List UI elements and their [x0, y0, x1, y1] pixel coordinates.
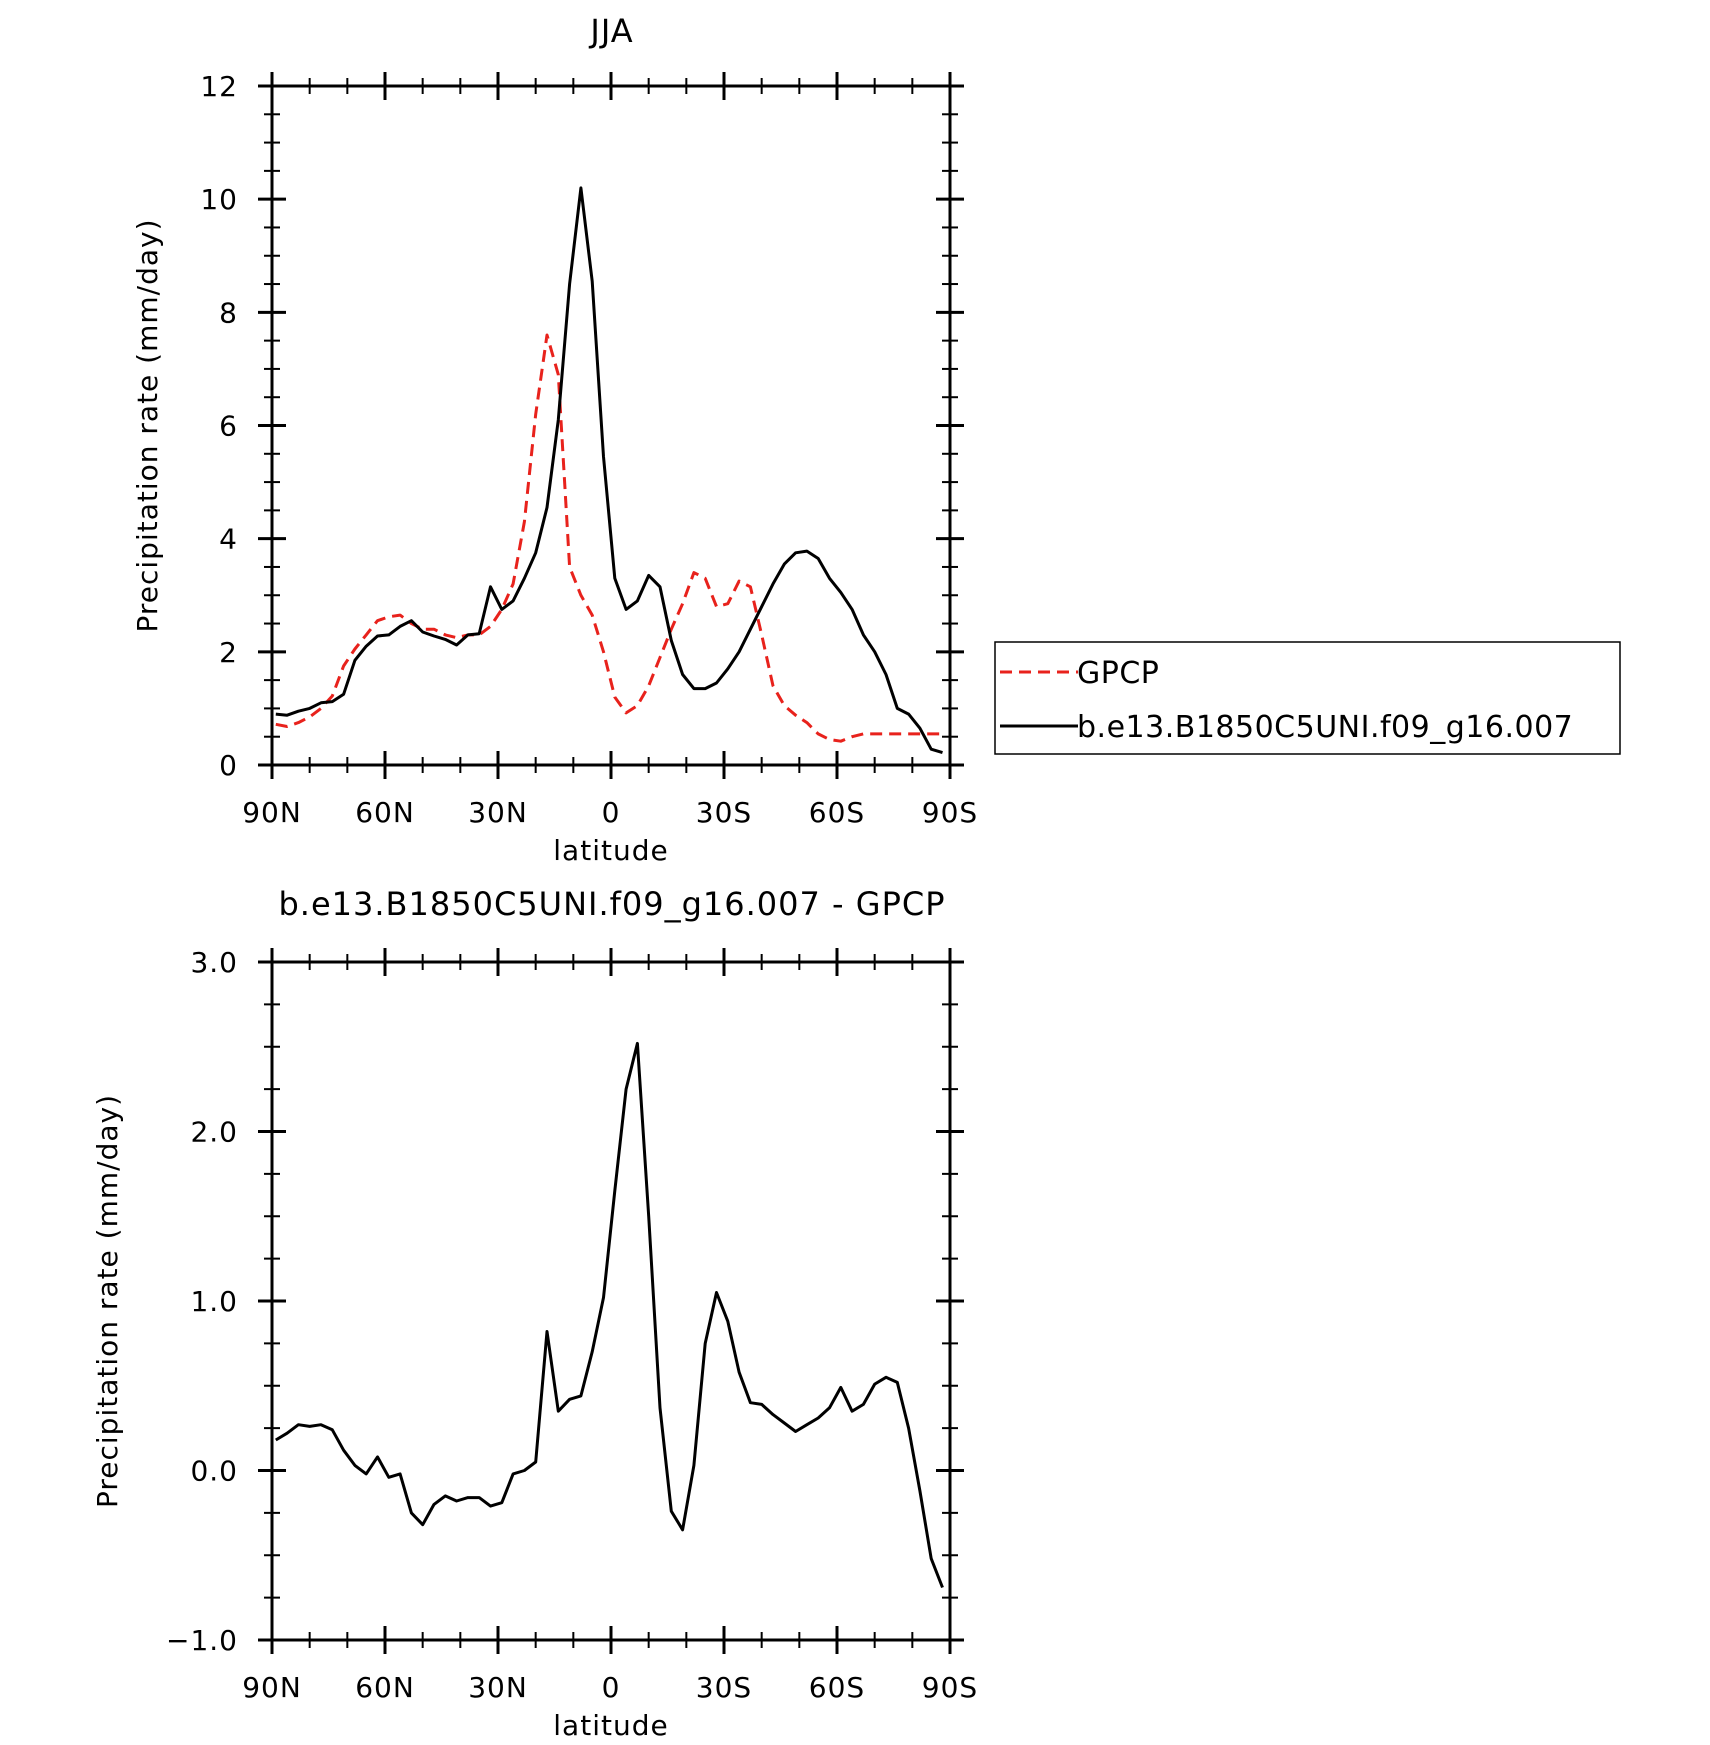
bottom-y-tick-label: 1.0 [190, 1285, 238, 1318]
bottom-ticks [258, 948, 964, 1654]
top-ticks [258, 72, 964, 779]
top-plot-title: JJA [588, 12, 633, 50]
top-y-tick-label: 10 [200, 183, 238, 216]
top-x-tick-label: 90S [922, 796, 978, 829]
bottom-y-axis-title: Precipitation rate (mm/day) [91, 1094, 124, 1508]
top-x-tick-label: 30N [468, 796, 528, 829]
top-y-tick-label: 2 [219, 636, 238, 669]
legend: GPCP b.e13.B1850C5UNI.f09_g16.007 [994, 641, 1621, 755]
bottom-y-tick-label: 0.0 [190, 1455, 238, 1488]
bottom-x-tick-label: 30S [696, 1671, 752, 1704]
top-plot-frame [270, 84, 952, 767]
top-panel: JJA 90N 60N 30N 0 30S 60S 90S 0 2 4 6 8 10 12 latitud… [131, 12, 978, 867]
bottom-y-tick-label: 2.0 [190, 1116, 238, 1149]
legend-gpcp-label: GPCP [1077, 656, 1159, 691]
bottom-x-tick-label: 60S [809, 1671, 865, 1704]
bottom-x-axis-title: latitude [553, 1709, 668, 1742]
legend-model-label: b.e13.B1850C5UNI.f09_g16.007 [1077, 710, 1573, 745]
top-y-axis-title: Precipitation rate (mm/day) [131, 218, 164, 632]
bottom-y-tick-label: 3.0 [190, 946, 238, 979]
legend-box [994, 641, 1621, 755]
bottom-x-tick-label: 30N [468, 1671, 528, 1704]
top-x-tick-label: 60N [355, 796, 415, 829]
bottom-series-line-0 [275, 1041, 944, 1589]
bottom-y-tick-label: −1.0 [166, 1624, 238, 1657]
top-x-tick-label: 0 [602, 796, 621, 829]
bottom-plot-title: b.e13.B1850C5UNI.f09_g16.007 - GPCP [278, 885, 945, 923]
bottom-panel: b.e13.B1850C5UNI.f09_g16.007 - GPCP 90N 6… [91, 885, 978, 1742]
top-x-tick-label: 60S [809, 796, 865, 829]
bottom-tick-labels: 90N 60N 30N 0 30S 60S 90S −1.0 0.0 1.0 2.0 3.0 [166, 946, 978, 1704]
bottom-series-layer [275, 1041, 944, 1589]
top-y-tick-label: 0 [219, 749, 238, 782]
top-y-tick-label: 4 [219, 523, 238, 556]
top-series-line-1 [275, 186, 943, 755]
top-y-tick-label: 12 [200, 70, 238, 103]
top-tick-labels: 90N 60N 30N 0 30S 60S 90S 0 2 4 6 8 10 12 [200, 70, 978, 829]
top-x-axis-title: latitude [553, 834, 668, 867]
bottom-x-tick-label: 0 [602, 1671, 621, 1704]
top-series-layer [275, 186, 943, 755]
bottom-x-tick-label: 90S [922, 1671, 978, 1704]
top-y-tick-label: 6 [219, 410, 238, 443]
top-y-tick-label: 8 [219, 296, 238, 329]
top-x-tick-label: 30S [696, 796, 752, 829]
top-series-line-0 [275, 333, 943, 743]
top-x-tick-label: 90N [242, 796, 302, 829]
bottom-plot-frame [270, 960, 952, 1642]
bottom-x-tick-label: 90N [242, 1671, 302, 1704]
bottom-x-tick-label: 60N [355, 1671, 415, 1704]
